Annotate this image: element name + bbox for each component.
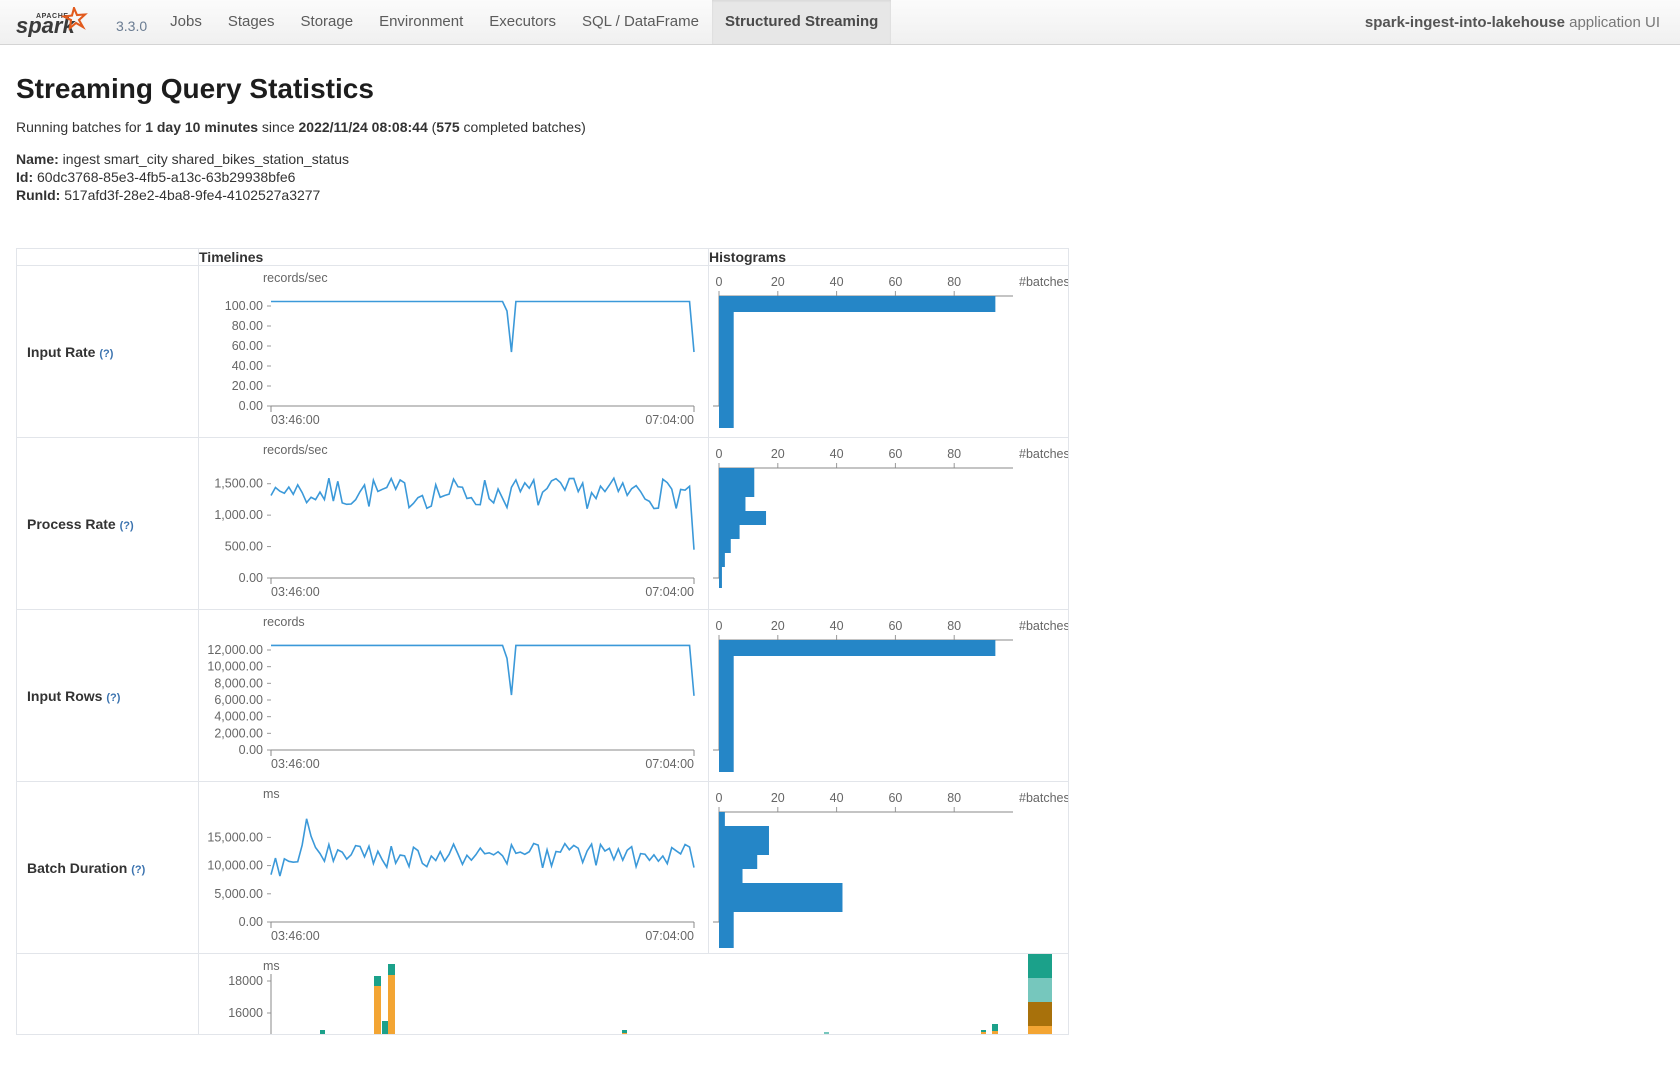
svg-text:80: 80: [947, 275, 961, 289]
svg-text:80.00: 80.00: [232, 319, 263, 333]
svg-text:80: 80: [947, 791, 961, 805]
svg-text:40: 40: [830, 791, 844, 805]
svg-text:0: 0: [716, 619, 723, 633]
svg-text:1,000.00: 1,000.00: [214, 508, 263, 522]
svg-text:80: 80: [947, 447, 961, 461]
svg-text:4,000.00: 4,000.00: [214, 710, 263, 724]
svg-text:ms: ms: [263, 787, 280, 801]
svg-text:60: 60: [888, 791, 902, 805]
svg-text:0: 0: [716, 791, 723, 805]
svg-text:03:46:00: 03:46:00: [271, 585, 320, 599]
svg-text:10,000.00: 10,000.00: [207, 660, 263, 674]
svg-text:8,000.00: 8,000.00: [214, 676, 263, 690]
svg-text:0: 0: [716, 275, 723, 289]
svg-text:0.00: 0.00: [239, 915, 263, 929]
svg-text:records/sec: records/sec: [263, 443, 328, 457]
svg-text:0.00: 0.00: [239, 743, 263, 757]
svg-text:#batches: #batches: [1019, 275, 1068, 289]
svg-text:20: 20: [771, 275, 785, 289]
svg-text:80: 80: [947, 619, 961, 633]
svg-text:5,000.00: 5,000.00: [214, 887, 263, 901]
svg-text:18000: 18000: [228, 974, 263, 988]
svg-text:20: 20: [771, 791, 785, 805]
svg-text:03:46:00: 03:46:00: [271, 413, 320, 427]
svg-text:20: 20: [771, 447, 785, 461]
svg-text:07:04:00: 07:04:00: [645, 929, 694, 943]
svg-text:500.00: 500.00: [225, 540, 263, 554]
svg-text:#batches: #batches: [1019, 447, 1068, 461]
svg-text:07:04:00: 07:04:00: [645, 585, 694, 599]
svg-text:40: 40: [830, 619, 844, 633]
svg-text:40: 40: [830, 275, 844, 289]
svg-text:2,000.00: 2,000.00: [214, 726, 263, 740]
svg-text:07:04:00: 07:04:00: [645, 413, 694, 427]
svg-text:16000: 16000: [228, 1006, 263, 1020]
svg-text:60: 60: [888, 619, 902, 633]
svg-text:0: 0: [716, 447, 723, 461]
svg-text:1,500.00: 1,500.00: [214, 477, 263, 491]
svg-text:records/sec: records/sec: [263, 271, 328, 285]
svg-text:60.00: 60.00: [232, 339, 263, 353]
svg-text:#batches: #batches: [1019, 791, 1068, 805]
svg-text:6,000.00: 6,000.00: [214, 693, 263, 707]
svg-text:12,000.00: 12,000.00: [207, 643, 263, 657]
svg-text:10,000.00: 10,000.00: [207, 859, 263, 873]
svg-text:07:04:00: 07:04:00: [645, 757, 694, 771]
svg-text:records: records: [263, 615, 305, 629]
svg-text:#batches: #batches: [1019, 619, 1068, 633]
svg-text:40.00: 40.00: [232, 359, 263, 373]
svg-text:60: 60: [888, 275, 902, 289]
svg-text:20.00: 20.00: [232, 379, 263, 393]
svg-text:03:46:00: 03:46:00: [271, 757, 320, 771]
svg-text:60: 60: [888, 447, 902, 461]
svg-text:0.00: 0.00: [239, 399, 263, 413]
svg-text:20: 20: [771, 619, 785, 633]
svg-text:ms: ms: [263, 959, 280, 973]
svg-text:40: 40: [830, 447, 844, 461]
svg-text:15,000.00: 15,000.00: [207, 830, 263, 844]
svg-text:100.00: 100.00: [225, 299, 263, 313]
svg-text:0.00: 0.00: [239, 571, 263, 585]
svg-text:03:46:00: 03:46:00: [271, 929, 320, 943]
